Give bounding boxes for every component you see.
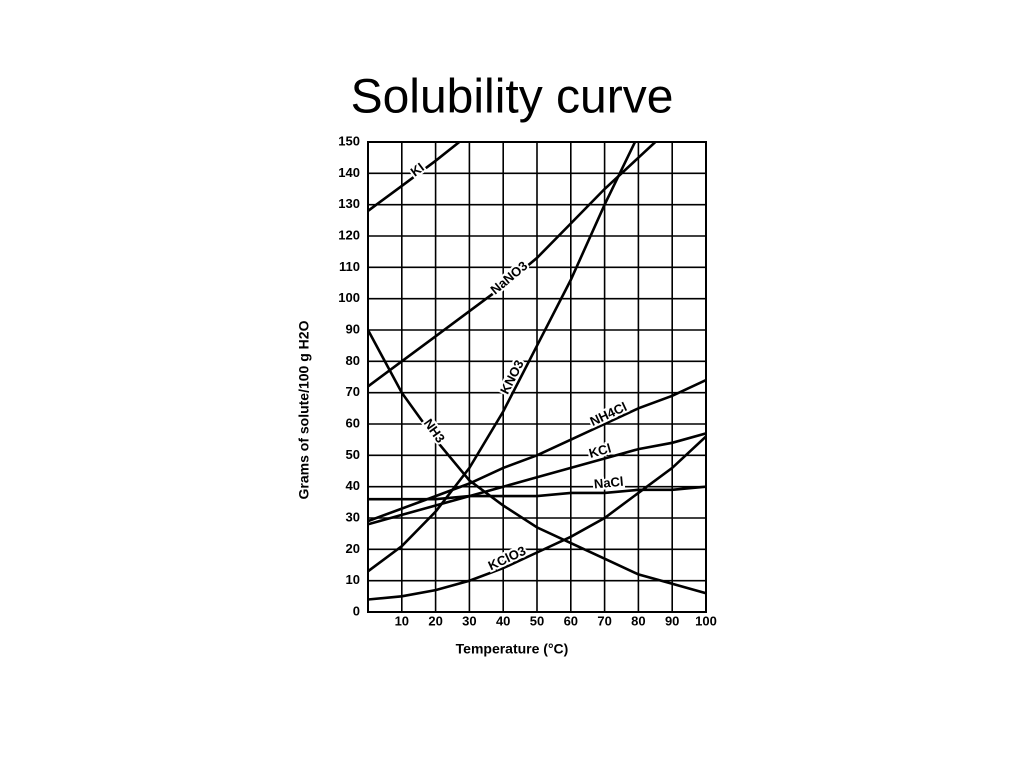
y-tick-label: 80 [346, 353, 360, 368]
x-tick-label: 30 [462, 613, 476, 628]
x-tick-label: 60 [564, 613, 578, 628]
y-tick-label: 120 [338, 227, 360, 242]
y-tick-label: 0 [353, 603, 360, 618]
x-axis-label: Temperature (°C) [456, 641, 569, 657]
plot-area [368, 142, 706, 601]
y-tick-label: 40 [346, 478, 360, 493]
series-line [368, 142, 657, 388]
x-tick-label: 10 [395, 613, 409, 628]
x-tick-label: 100 [695, 613, 717, 628]
x-tick-label: 50 [530, 613, 544, 628]
y-axis-label: Grams of solute/100 g H2O [296, 320, 312, 499]
series-line [368, 329, 706, 595]
series-line [368, 142, 461, 212]
y-tick-label: 150 [338, 133, 360, 148]
y-tick-label: 90 [346, 321, 360, 336]
y-tick-label: 50 [346, 447, 360, 462]
x-tick-label: 40 [496, 613, 510, 628]
x-tick-label: 80 [631, 613, 645, 628]
series-line [368, 435, 706, 601]
y-tick-label: 140 [338, 165, 360, 180]
series-label: NaCl [593, 474, 624, 492]
y-tick-label: 60 [346, 415, 360, 430]
x-tick-label: 20 [428, 613, 442, 628]
y-tick-label: 30 [346, 509, 360, 524]
y-tick-label: 130 [338, 196, 360, 211]
plot-border [367, 141, 707, 613]
y-tick-label: 110 [339, 259, 360, 274]
y-tick-label: 70 [346, 384, 360, 399]
series-line [368, 432, 706, 526]
x-tick-label: 70 [597, 613, 611, 628]
series-line [368, 142, 637, 573]
slide-title: Solubility curve [351, 71, 674, 124]
y-tick-label: 10 [346, 572, 360, 587]
y-tick-label: 100 [338, 290, 360, 305]
series-line [368, 485, 706, 501]
x-tick-label: 90 [665, 613, 679, 628]
y-tick-label: 20 [346, 541, 360, 556]
